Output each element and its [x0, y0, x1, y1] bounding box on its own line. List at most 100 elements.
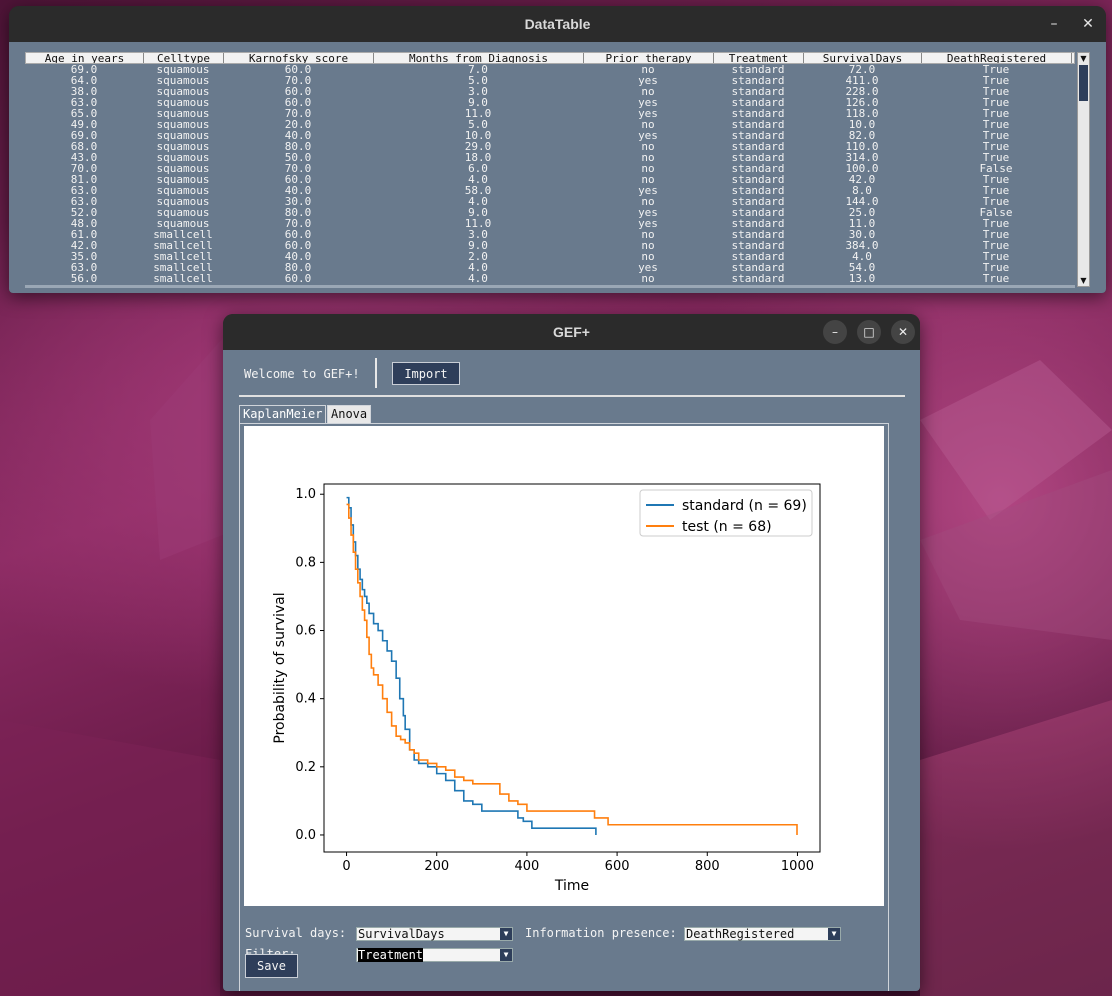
column-header[interactable]: Months_from_Diagnosis — [374, 53, 584, 63]
filter-select[interactable]: Treatment ▼ — [356, 948, 513, 962]
table-cell: 18.0 — [464, 152, 492, 163]
info-presence-value: DeathRegistered — [686, 927, 795, 941]
column-header[interactable]: Age_in_years — [26, 53, 144, 63]
close-icon: ✕ — [897, 325, 909, 339]
gef-window: GEF+ – □ ✕ Welcome to GEF+! Import Kapla… — [223, 314, 920, 991]
table-row[interactable]: 48.0 squamous 70.0 11.0 yes standard 11.0 True — [25, 218, 1075, 229]
column-header[interactable]: SurvivalDays — [804, 53, 922, 63]
table-cell: True — [982, 229, 1010, 240]
table-cell: 43.0 — [70, 152, 98, 163]
table-cell: standard — [731, 152, 785, 163]
table-cell: 9.0 — [468, 97, 488, 108]
tab-kaplanmeier[interactable]: KaplanMeier — [239, 405, 327, 423]
table-cell: 35.0 — [70, 251, 98, 262]
table-row[interactable]: 69.0 squamous 40.0 10.0 yes standard 82.0 True — [25, 130, 1075, 141]
table-cell: True — [982, 251, 1010, 262]
info-presence-select[interactable]: DeathRegistered ▼ — [684, 927, 841, 941]
column-header[interactable]: Celltype — [144, 53, 224, 63]
x-tick-label: 200 — [424, 859, 449, 874]
table-row[interactable]: 65.0 squamous 70.0 11.0 yes standard 118.0 True — [25, 108, 1075, 119]
data-table[interactable]: Age_in_years Celltype Karnofsky_score Month… — [25, 52, 1075, 284]
import-button[interactable]: Import — [392, 362, 460, 385]
table-cell: 52.0 — [70, 207, 98, 218]
table-cell: True — [982, 86, 1010, 97]
table-cell: 11.0 — [464, 218, 492, 229]
table-row[interactable]: 68.0 squamous 80.0 29.0 no standard 110.0 True — [25, 141, 1075, 152]
y-tick-label: 0.6 — [295, 624, 316, 639]
table-row[interactable]: 63.0 smallcell 80.0 4.0 yes standard 54.0 True — [25, 262, 1075, 273]
gef-minimize-button[interactable]: – — [820, 314, 850, 350]
table-cell: 80.0 — [284, 207, 312, 218]
scroll-down-icon[interactable]: ▼ — [1080, 276, 1087, 285]
y-tick-label: 0.0 — [295, 828, 316, 843]
table-cell: smallcell — [153, 229, 213, 240]
table-cell: 2.0 — [468, 251, 488, 262]
table-cell: True — [982, 64, 1010, 75]
survival-days-select[interactable]: SurvivalDays ▼ — [356, 927, 513, 941]
scrollbar-thumb[interactable] — [1079, 65, 1088, 101]
chevron-down-icon[interactable]: ▼ — [500, 928, 512, 940]
table-row[interactable]: 42.0 smallcell 60.0 9.0 no standard 384.0 True — [25, 240, 1075, 251]
column-header[interactable]: Prior_therapy — [584, 53, 714, 63]
table-row[interactable]: 81.0 squamous 60.0 4.0 no standard 42.0 True — [25, 174, 1075, 185]
table-row[interactable]: 52.0 squamous 80.0 9.0 yes standard 25.0 False — [25, 207, 1075, 218]
tab-anova[interactable]: Anova — [327, 405, 372, 423]
table-row[interactable]: 49.0 squamous 20.0 5.0 no standard 10.0 True — [25, 119, 1075, 130]
gef-body: Welcome to GEF+! Import KaplanMeier Anov… — [223, 350, 920, 991]
horizontal-scrollbar[interactable] — [25, 285, 1075, 288]
table-cell: 4.0 — [468, 196, 488, 207]
close-button[interactable]: ✕ — [1073, 6, 1103, 42]
table-cell: standard — [731, 97, 785, 108]
table-cell: squamous — [156, 97, 210, 108]
table-cell: True — [982, 75, 1010, 86]
table-cell: squamous — [156, 218, 210, 229]
table-cell: yes — [638, 185, 658, 196]
table-cell: 11.0 — [848, 218, 876, 229]
table-row[interactable]: 69.0 squamous 60.0 7.0 no standard 72.0 True — [25, 64, 1075, 75]
table-cell: 10.0 — [848, 119, 876, 130]
table-cell: squamous — [156, 64, 210, 75]
table-row[interactable]: 63.0 squamous 40.0 58.0 yes standard 8.0 True — [25, 185, 1075, 196]
table-cell: squamous — [156, 185, 210, 196]
x-tick-label: 600 — [605, 859, 630, 874]
table-cell: squamous — [156, 75, 210, 86]
table-cell: 40.0 — [284, 251, 312, 262]
table-cell: 60.0 — [284, 174, 312, 185]
table-row[interactable]: 38.0 squamous 60.0 3.0 no standard 228.0 True — [25, 86, 1075, 97]
table-row[interactable]: 63.0 squamous 30.0 4.0 no standard 144.0 True — [25, 196, 1075, 207]
table-rows: 69.0 squamous 60.0 7.0 no standard 72.0 True 64.… — [25, 64, 1075, 284]
gef-maximize-button[interactable]: □ — [854, 314, 884, 350]
scroll-up-icon[interactable]: ▼ — [1080, 54, 1087, 63]
gef-close-button[interactable]: ✕ — [888, 314, 918, 350]
datatable-window: DataTable – ✕ Age_in_years Celltype Karnof… — [9, 6, 1106, 293]
table-cell: 60.0 — [284, 64, 312, 75]
info-presence-label: Information presence: — [525, 926, 677, 940]
table-cell: standard — [731, 251, 785, 262]
gef-titlebar[interactable]: GEF+ — [223, 314, 920, 350]
table-row[interactable]: 70.0 squamous 70.0 6.0 no standard 100.0 False — [25, 163, 1075, 174]
column-header[interactable]: Karnofsky_score — [224, 53, 374, 63]
table-row[interactable]: 63.0 squamous 60.0 9.0 yes standard 126.0 True — [25, 97, 1075, 108]
table-cell: 60.0 — [284, 240, 312, 251]
table-row[interactable]: 64.0 squamous 70.0 5.0 yes standard 411.0 True — [25, 75, 1075, 86]
table-cell: 314.0 — [845, 152, 879, 163]
table-row[interactable]: 43.0 squamous 50.0 18.0 no standard 314.0 True — [25, 152, 1075, 163]
table-cell: 50.0 — [284, 152, 312, 163]
table-row[interactable]: 56.0 smallcell 60.0 4.0 no standard 13.0 True — [25, 273, 1075, 284]
column-header[interactable]: Treatment — [714, 53, 804, 63]
table-cell: 65.0 — [70, 108, 98, 119]
table-row[interactable]: 35.0 smallcell 40.0 2.0 no standard 4.0 True — [25, 251, 1075, 262]
chevron-down-icon[interactable]: ▼ — [500, 949, 512, 961]
chevron-down-icon[interactable]: ▼ — [828, 928, 840, 940]
column-header[interactable]: DeathRegistered — [922, 53, 1072, 63]
table-cell: yes — [638, 97, 658, 108]
minimize-button[interactable]: – — [1039, 6, 1069, 42]
y-tick-label: 0.2 — [295, 760, 316, 775]
datatable-titlebar[interactable]: DataTable — [9, 6, 1106, 42]
table-row[interactable]: 61.0 smallcell 60.0 3.0 no standard 30.0 True — [25, 229, 1075, 240]
table-cell: 10.0 — [464, 130, 492, 141]
save-button[interactable]: Save — [245, 954, 298, 978]
vertical-scrollbar[interactable]: ▼ ▼ — [1077, 52, 1090, 287]
table-cell: 42.0 — [848, 174, 876, 185]
x-axis-label: Time — [554, 878, 589, 894]
